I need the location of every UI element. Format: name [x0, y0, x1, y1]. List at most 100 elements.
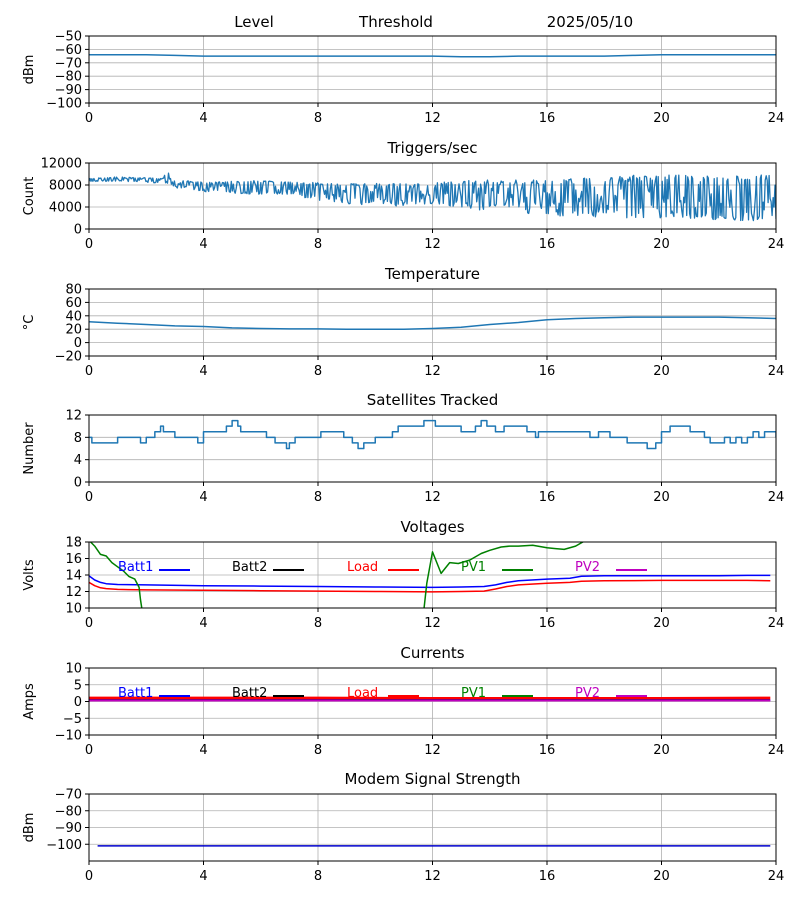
x-tick-label: 12: [424, 490, 441, 505]
x-tick-label: 24: [768, 869, 785, 884]
x-tick-label: 4: [199, 743, 207, 758]
y-tick-label: −80: [55, 804, 82, 819]
chart-panel-7: 0 4 8 12 16 20 24 −100 −90 −80−70 dBm Modem Signal …: [22, 770, 784, 884]
series-group: [89, 172, 776, 222]
x-tick-label: 24: [768, 743, 785, 758]
x-tick-label: 24: [768, 364, 785, 379]
x-tick-label: 16: [539, 111, 556, 126]
x-tick-label: 0: [85, 490, 93, 505]
x-tick-label: 8: [314, 743, 322, 758]
x-tick-label: 8: [314, 490, 322, 505]
x-tick-label: 12: [424, 743, 441, 758]
y-axis-label: dBm: [22, 55, 37, 85]
series-line-pv1: [89, 542, 585, 608]
x-tick-label: 0: [85, 869, 93, 884]
x-tick-label: 24: [768, 616, 785, 631]
x-tick-label: 20: [653, 364, 670, 379]
y-tick-label: −90: [55, 821, 82, 836]
x-tick-label: 8: [314, 111, 322, 126]
x-tick-label: 20: [653, 490, 670, 505]
y-tick-label: 12000: [41, 157, 82, 172]
x-tick-label: 8: [314, 869, 322, 884]
legend-label-pv1: PV1: [461, 686, 486, 701]
y-tick-label: −70: [55, 56, 82, 71]
legend-label-batt2: Batt2: [232, 560, 267, 575]
chart-panel-1: 0 4 8 12 16 20 24 −100−90−80−70−60−50 dBm: [22, 30, 784, 127]
x-tick-label: 20: [653, 111, 670, 126]
chart-title: Voltages: [400, 518, 464, 536]
x-tick-label: 24: [768, 490, 785, 505]
series-group: [89, 542, 771, 608]
chart-title: Modem Signal Strength: [345, 770, 521, 788]
x-tick-label: 4: [199, 364, 207, 379]
y-tick-label: 40: [65, 309, 82, 324]
y-axis-label: Amps: [22, 683, 37, 720]
y-tick-label: 4: [74, 453, 82, 468]
y-tick-label: −60: [55, 43, 82, 58]
legend-label-load: Load: [347, 560, 378, 575]
x-tick-label: 0: [85, 616, 93, 631]
x-tick-label: 16: [539, 490, 556, 505]
y-tick-label: −5: [63, 712, 82, 727]
x-tick-label: 0: [85, 364, 93, 379]
x-tick-label: 12: [424, 869, 441, 884]
chart-legend: Batt1 Batt2 Load PV1 PV2: [118, 686, 647, 701]
legend-label-pv2: PV2: [575, 560, 600, 575]
x-tick-label: 24: [768, 111, 785, 126]
y-axis-label: Count: [22, 177, 37, 216]
y-tick-label: 0: [74, 223, 82, 238]
y-tick-label: −70: [55, 788, 82, 803]
x-tick-label: 0: [85, 111, 93, 126]
series-group: [89, 419, 776, 450]
y-axis-label: °C: [22, 315, 37, 331]
series-line-1: [89, 316, 776, 330]
series-group: [89, 696, 771, 702]
y-tick-label: 14: [65, 569, 82, 584]
y-tick-label: 0: [74, 476, 82, 491]
x-tick-label: 16: [539, 869, 556, 884]
series-group: [89, 316, 776, 330]
y-axis-label: Volts: [22, 559, 37, 591]
y-tick-label: 8: [74, 431, 82, 446]
y-tick-label: −100: [46, 97, 82, 112]
x-tick-label: 12: [424, 111, 441, 126]
y-tick-label: 10: [65, 602, 82, 617]
y-tick-label: −80: [55, 70, 82, 85]
x-tick-label: 20: [653, 869, 670, 884]
series-line-1: [89, 54, 776, 58]
x-tick-label: 20: [653, 743, 670, 758]
y-tick-label: 0: [74, 336, 82, 351]
chart-title: Satellites Tracked: [367, 391, 498, 409]
y-tick-label: 20: [65, 323, 82, 338]
x-tick-label: 12: [424, 364, 441, 379]
y-tick-label: 12: [65, 585, 82, 600]
y-tick-label: 16: [65, 552, 82, 567]
y-tick-label: −20: [55, 350, 82, 365]
series-line-load: [89, 579, 771, 593]
x-tick-label: 24: [768, 237, 785, 252]
x-tick-label: 8: [314, 237, 322, 252]
legend-label-load: Load: [347, 686, 378, 701]
x-tick-label: 20: [653, 616, 670, 631]
chart-panel-4: 0 4 8 12 16 20 24 0 4 8 12 Number Satellites Tracked: [22, 391, 784, 505]
figure-header: Level Threshold 2025/05/10: [234, 13, 633, 31]
y-tick-label: −50: [55, 30, 82, 45]
chart-panel-2: 0 4 8 12 16 20 24 0 4000 8000 12000 Count Triggers/s…: [22, 139, 784, 252]
y-tick-label: 5: [74, 678, 82, 693]
x-tick-label: 12: [424, 237, 441, 252]
y-tick-label: 8000: [49, 179, 82, 194]
series-group: [89, 54, 776, 58]
y-tick-label: 10: [65, 662, 82, 677]
header-level-label: Level: [234, 13, 274, 31]
y-axis-label: dBm: [22, 813, 37, 843]
header-date-label: 2025/05/10: [547, 13, 633, 31]
y-tick-label: 60: [65, 296, 82, 311]
y-tick-label: 80: [65, 283, 82, 298]
x-tick-label: 16: [539, 743, 556, 758]
x-tick-label: 4: [199, 869, 207, 884]
legend-label-batt2: Batt2: [232, 686, 267, 701]
chart-title: Triggers/sec: [387, 139, 478, 157]
x-tick-label: 16: [539, 616, 556, 631]
